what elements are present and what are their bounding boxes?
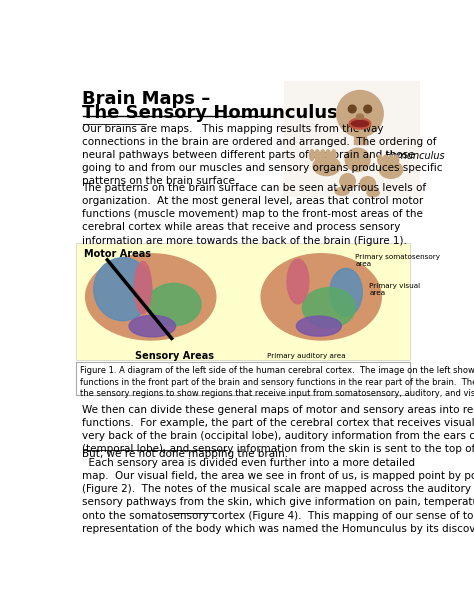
- Ellipse shape: [379, 161, 402, 178]
- Ellipse shape: [135, 261, 152, 314]
- Ellipse shape: [351, 121, 368, 127]
- Bar: [354, 135, 366, 145]
- Text: Homunculus: Homunculus: [385, 151, 446, 161]
- Ellipse shape: [326, 150, 330, 161]
- Ellipse shape: [313, 156, 340, 175]
- Ellipse shape: [86, 254, 216, 340]
- Circle shape: [348, 105, 356, 113]
- Circle shape: [364, 105, 372, 113]
- Text: Figure 1. A diagram of the left side of the human cerebral cortex.  The image on: Figure 1. A diagram of the left side of …: [80, 366, 474, 398]
- Ellipse shape: [340, 173, 356, 189]
- Text: Primary auditory area: Primary auditory area: [267, 353, 346, 359]
- Text: The Sensory Homunculus: The Sensory Homunculus: [82, 104, 338, 123]
- Ellipse shape: [315, 150, 319, 161]
- Text: Each sensory area is divided even further into a more detailed
map.  Our visual : Each sensory area is divided even furthe…: [82, 458, 474, 534]
- Ellipse shape: [349, 118, 371, 129]
- Text: Primary visual
area: Primary visual area: [369, 283, 420, 297]
- Bar: [76, 362, 410, 395]
- Ellipse shape: [129, 315, 175, 337]
- Ellipse shape: [378, 155, 383, 164]
- Ellipse shape: [287, 259, 309, 304]
- Ellipse shape: [330, 268, 362, 316]
- Text: Brain Maps –: Brain Maps –: [82, 91, 211, 109]
- Bar: [76, 243, 410, 360]
- Ellipse shape: [331, 150, 336, 161]
- Ellipse shape: [147, 283, 201, 326]
- Bar: [284, 82, 419, 197]
- Ellipse shape: [389, 155, 393, 164]
- Ellipse shape: [310, 150, 314, 161]
- Ellipse shape: [335, 188, 349, 195]
- Ellipse shape: [345, 148, 370, 172]
- Ellipse shape: [94, 257, 152, 321]
- Ellipse shape: [320, 150, 325, 161]
- Text: We then can divide these general maps of motor and sensory areas into regions wi: We then can divide these general maps of…: [82, 405, 474, 454]
- Text: The patterns on the brain surface can be seen at various levels of
organization.: The patterns on the brain surface can be…: [82, 183, 427, 246]
- Ellipse shape: [356, 114, 364, 120]
- Text: But, we’re not done mapping the brain.: But, we’re not done mapping the brain.: [82, 449, 289, 459]
- Ellipse shape: [394, 155, 399, 164]
- Ellipse shape: [360, 177, 375, 191]
- Circle shape: [337, 91, 383, 137]
- Ellipse shape: [296, 316, 341, 336]
- Ellipse shape: [302, 287, 356, 328]
- Ellipse shape: [383, 155, 388, 164]
- Ellipse shape: [367, 189, 379, 197]
- Text: Motor Areas: Motor Areas: [84, 249, 151, 259]
- Text: Our brains are maps.   This mapping results from the way
connections in the brai: Our brains are maps. This mapping result…: [82, 124, 443, 186]
- Text: Primary somatosensory
area: Primary somatosensory area: [356, 254, 440, 267]
- Ellipse shape: [261, 254, 381, 340]
- Text: Sensory Areas: Sensory Areas: [135, 351, 214, 361]
